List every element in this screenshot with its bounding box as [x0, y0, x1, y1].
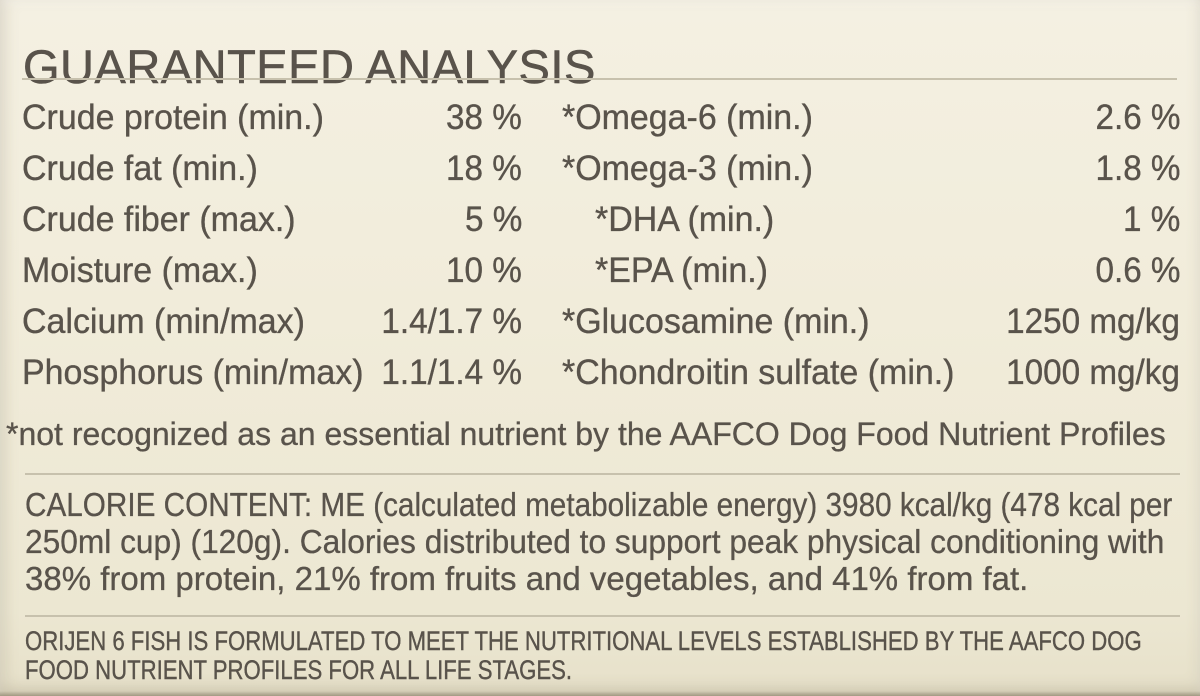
calorie-line: 38% from protein, 21% from fruits and ve… [25, 560, 1029, 597]
nutrient-value: 1 % [1122, 200, 1181, 239]
nutrient-label: *Glucosamine (min.) [562, 302, 870, 341]
title-divider [22, 78, 1177, 80]
nutrient-label: Phosphorus (min/max) [22, 353, 364, 392]
nutrient-column-right: *Omega-6 (min.) 2.6 % *Omega-3 (min.) 1.… [562, 92, 1180, 398]
nutrient-column-left: Crude protein (min.) 38 % Crude fat (min… [22, 92, 522, 398]
nutrient-row: *Chondroitin sulfate (min.) 1000 mg/kg [562, 347, 1180, 398]
calorie-line: CALORIE CONTENT: ME (calculated metaboli… [25, 486, 1173, 523]
page-title: GUARANTEED ANALYSIS [23, 40, 596, 94]
aafco-footnote: *not recognized as an essential nutrient… [6, 416, 1166, 452]
nutrient-label: *Chondroitin sulfate (min.) [562, 353, 955, 392]
nutrient-label: Calcium (min/max) [22, 302, 305, 341]
aafco-line: ORIJEN 6 FISH IS FORMULATED TO MEET THE … [25, 626, 1142, 656]
nutrient-label: Moisture (max.) [22, 251, 258, 290]
nutrient-value: 38 % [446, 98, 522, 137]
nutrient-value: 2.6 % [1094, 98, 1180, 137]
nutrient-label: *Omega-6 (min.) [562, 98, 813, 137]
nutrient-row: *Glucosamine (min.) 1250 mg/kg [562, 296, 1180, 347]
nutrient-table: Crude protein (min.) 38 % Crude fat (min… [22, 92, 1180, 398]
nutrient-value: 1.8 % [1094, 149, 1180, 188]
nutrient-label: *EPA (min.) [595, 251, 768, 290]
nutrient-label: Crude fat (min.) [22, 149, 258, 188]
nutrient-label: Crude protein (min.) [22, 98, 324, 137]
nutrient-row: Calcium (min/max) 1.4/1.7 % [22, 296, 522, 347]
nutrient-row: *DHA (min.) 1 % [562, 194, 1180, 245]
nutrient-value: 0.6 % [1094, 251, 1180, 290]
nutrient-value: 10 % [446, 251, 522, 290]
label-edge-shadow [0, 691, 1200, 696]
section-divider [25, 615, 1180, 617]
nutrient-value: 1250 mg/kg [1006, 302, 1180, 341]
nutrient-row: *EPA (min.) 0.6 % [562, 245, 1180, 296]
nutrient-label: *DHA (min.) [595, 200, 775, 239]
nutrient-value: 18 % [446, 149, 522, 188]
nutrient-row: Crude fat (min.) 18 % [22, 143, 522, 194]
nutrient-row: *Omega-3 (min.) 1.8 % [562, 143, 1180, 194]
nutrient-value: 1.4/1.7 % [381, 302, 522, 341]
nutrient-label: *Omega-3 (min.) [562, 149, 813, 188]
aafco-line: FOOD NUTRIENT PROFILES FOR ALL LIFE STAG… [25, 655, 573, 685]
nutrient-row: Crude protein (min.) 38 % [22, 92, 522, 143]
nutrient-row: Crude fiber (max.) 5 % [22, 194, 522, 245]
aafco-statement: ORIJEN 6 FISH IS FORMULATED TO MEET THE … [25, 626, 1175, 685]
nutrient-row: Moisture (max.) 10 % [22, 245, 522, 296]
calorie-content: CALORIE CONTENT: ME (calculated metaboli… [25, 486, 1175, 597]
calorie-line: 250ml cup) (120g). Calories distributed … [25, 523, 1165, 560]
nutrient-row: Phosphorus (min/max) 1.1/1.4 % [22, 347, 522, 398]
nutrient-row: *Omega-6 (min.) 2.6 % [562, 92, 1180, 143]
nutrient-value: 1000 mg/kg [1006, 353, 1180, 392]
nutrient-value: 5 % [464, 200, 523, 239]
nutrient-value: 1.1/1.4 % [381, 353, 522, 392]
section-divider [25, 473, 1180, 475]
nutrient-label: Crude fiber (max.) [22, 200, 296, 239]
